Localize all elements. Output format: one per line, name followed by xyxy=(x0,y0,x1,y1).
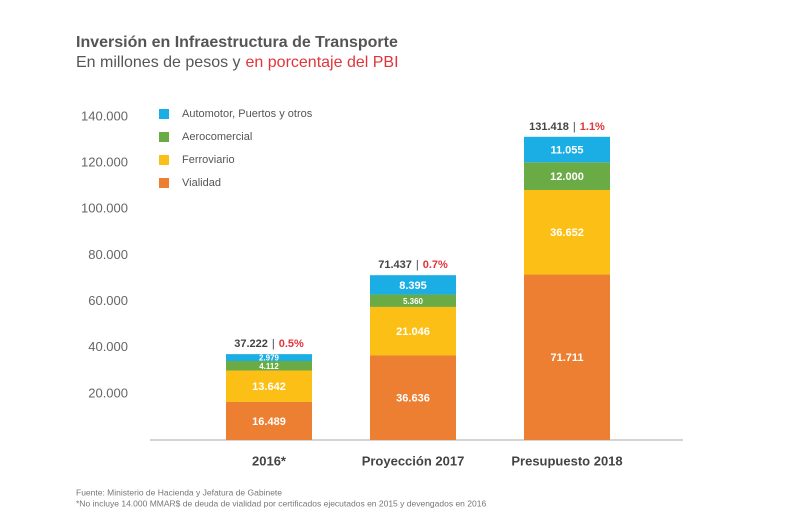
x-tick-label: 2016* xyxy=(252,453,287,468)
y-tick-label: 120.000 xyxy=(81,155,128,170)
total-label: 37.222 | 0.5% xyxy=(234,338,304,350)
value-label: 13.642 xyxy=(252,381,286,393)
bar-segment xyxy=(524,162,610,190)
chart-title: Inversión en Infraestructura de Transpor… xyxy=(76,34,398,51)
value-label: 16.489 xyxy=(252,416,286,428)
separator: | xyxy=(272,338,275,350)
value-label: 8.395 xyxy=(399,280,427,292)
separator: | xyxy=(573,121,576,133)
legend-label: Automotor, Puertos y otros xyxy=(182,108,313,120)
legend-label: Aerocomercial xyxy=(182,131,252,143)
bar-segment xyxy=(524,136,610,163)
y-tick-label: 100.000 xyxy=(81,201,128,216)
subtitle-highlight: en porcentaje del PBI xyxy=(246,54,399,71)
y-tick-label: 60.000 xyxy=(88,293,128,308)
bar-segment xyxy=(370,355,456,440)
value-label: 11.055 xyxy=(550,144,583,156)
legend-label: Vialidad xyxy=(182,177,221,189)
total-label: 71.437 | 0.7% xyxy=(378,259,448,271)
legend-label: Ferroviario xyxy=(182,154,235,166)
total-value: 37.222 xyxy=(234,338,268,350)
bar-segment xyxy=(226,370,312,402)
value-label: 36.636 xyxy=(396,393,430,405)
y-tick-label: 140.000 xyxy=(81,108,128,123)
pbi-percent: 0.5% xyxy=(279,338,304,350)
value-label: 12.000 xyxy=(550,171,584,183)
footnote: *No incluye 14.000 MMAR$ de deuda de via… xyxy=(76,498,486,508)
separator: | xyxy=(416,259,419,271)
subtitle: En millones de pesos y xyxy=(76,54,241,71)
bar-segment xyxy=(370,275,456,295)
value-label: 4.112 xyxy=(259,362,279,371)
legend-swatch xyxy=(159,132,169,142)
x-tick-label: Proyección 2017 xyxy=(362,453,465,468)
y-tick-label: 40.000 xyxy=(88,339,128,354)
bar-segment xyxy=(524,189,610,275)
value-label: 71.711 xyxy=(550,352,583,364)
y-tick-label: 20.000 xyxy=(88,385,128,400)
legend-swatch xyxy=(159,178,169,188)
bar-segment xyxy=(370,306,456,356)
total-value: 71.437 xyxy=(378,259,412,271)
pbi-percent: 1.1% xyxy=(580,121,605,133)
value-label: 2.979 xyxy=(259,354,280,363)
value-label: 5.360 xyxy=(403,297,424,306)
total-value: 131.418 xyxy=(529,121,569,133)
total-label: 131.418 | 1.1% xyxy=(529,121,605,133)
bar-segment xyxy=(524,274,610,440)
bar-segment xyxy=(226,360,312,371)
bar-segment xyxy=(370,294,456,307)
pbi-percent: 0.7% xyxy=(423,259,448,271)
chart-subtitle: En millones de pesos y en porcentaje del … xyxy=(76,54,399,71)
y-tick-label: 80.000 xyxy=(88,247,128,262)
value-label: 36.652 xyxy=(550,227,584,239)
x-tick-label: Presupuesto 2018 xyxy=(511,453,622,468)
legend-swatch xyxy=(159,155,169,165)
value-label: 21.046 xyxy=(396,326,430,338)
source-note: Fuente: Ministerio de Hacienda y Jefatur… xyxy=(76,487,282,497)
bar-segment xyxy=(226,354,312,361)
bar-segment xyxy=(226,401,312,440)
legend-swatch xyxy=(159,109,169,119)
